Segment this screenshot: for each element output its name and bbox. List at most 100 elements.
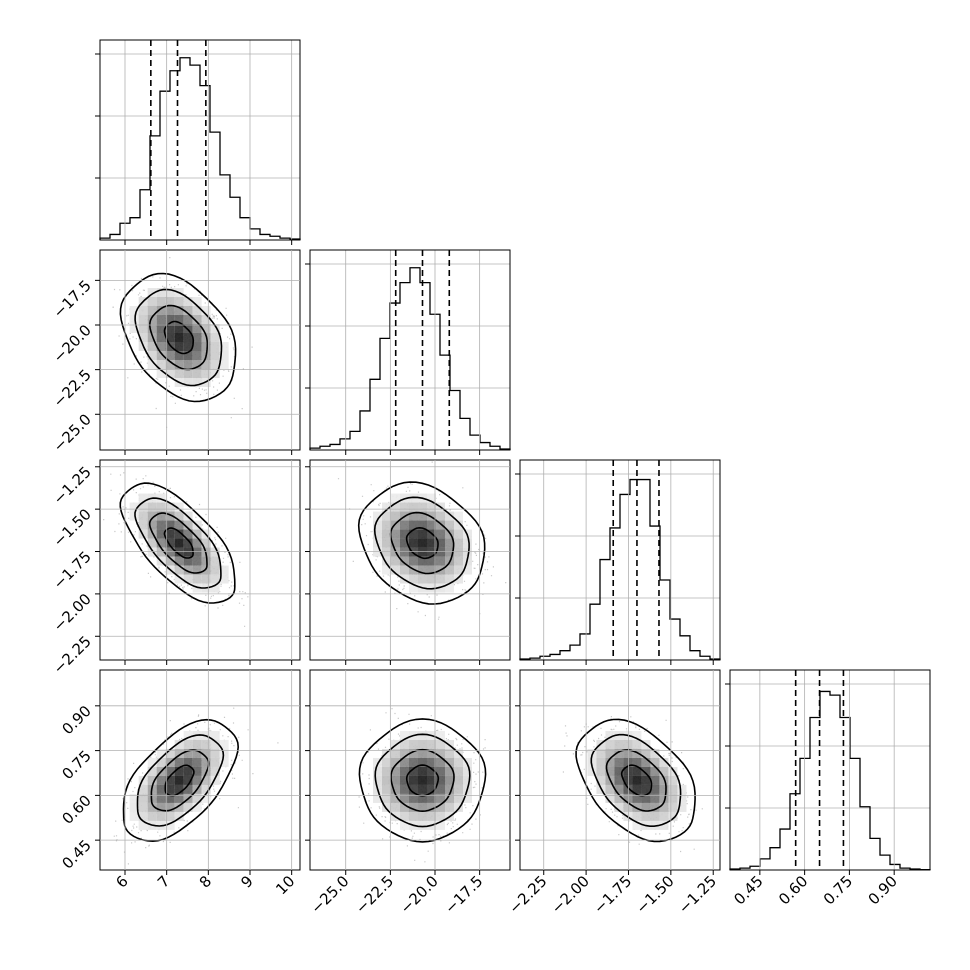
density-cell <box>436 520 445 530</box>
contour-1-0-3 <box>119 272 237 403</box>
density-cell <box>418 574 427 584</box>
density-cell <box>463 565 472 575</box>
density-cell <box>165 511 175 521</box>
density-cell <box>427 574 436 584</box>
x-tick-label-3-0: 0.45 <box>730 872 766 908</box>
density-cell <box>650 757 660 767</box>
density-cell <box>192 556 202 566</box>
x-tick-label-1-3: −17.5 <box>441 872 486 917</box>
density-cell <box>400 730 409 740</box>
density-cell <box>174 324 184 333</box>
density-panel-3-1 <box>309 669 511 871</box>
density-cell <box>605 793 615 803</box>
density-cell <box>641 757 651 767</box>
density-cell <box>147 351 157 360</box>
density-cell <box>201 565 211 575</box>
density-cell <box>418 820 427 830</box>
density-cell <box>418 739 427 749</box>
density-frame-1-0 <box>99 249 301 451</box>
density-cell <box>668 766 678 776</box>
density-cell <box>391 556 400 566</box>
density-cell <box>165 538 175 548</box>
density-cell <box>165 315 175 324</box>
density-cell <box>445 511 454 521</box>
density-cell <box>174 739 184 749</box>
density-frame-3-0 <box>99 669 301 871</box>
density-cell <box>165 784 175 794</box>
density-cell <box>445 757 454 767</box>
density-cell <box>454 775 463 785</box>
density-cell <box>201 324 211 333</box>
x-tick-label-1-1: −22.5 <box>352 872 397 917</box>
density-cell <box>632 793 642 803</box>
density-cell <box>400 775 409 785</box>
density-cell <box>641 748 651 758</box>
density-cell <box>192 306 202 315</box>
density-cell <box>632 775 642 785</box>
density-cell <box>400 811 409 821</box>
density-cell <box>650 793 660 803</box>
density-cell <box>409 748 418 758</box>
density-cell <box>436 574 445 584</box>
density-cell <box>183 529 193 539</box>
density-cell <box>201 360 211 369</box>
density-cell <box>427 811 436 821</box>
density-cell <box>138 784 148 794</box>
density-cell <box>156 757 166 767</box>
density-cell <box>614 757 624 767</box>
density-cell <box>201 315 211 324</box>
density-cell <box>400 766 409 776</box>
contour-3-2-1 <box>605 749 667 812</box>
contour-1-0-1 <box>148 304 209 371</box>
density-cell <box>436 820 445 830</box>
density-cell <box>156 306 166 315</box>
density-cell <box>409 793 418 803</box>
density-cell <box>400 520 409 530</box>
density-cell <box>129 811 139 821</box>
density-cell <box>632 802 642 812</box>
density-cell <box>147 360 157 369</box>
density-cell <box>156 360 166 369</box>
density-cell <box>659 820 669 830</box>
density-cell <box>632 739 642 749</box>
density-cell <box>192 324 202 333</box>
density-cell <box>192 793 202 803</box>
density-cell <box>165 520 175 530</box>
density-cell <box>641 811 651 821</box>
x-tick-label-2-2: −1.75 <box>590 872 635 917</box>
density-cell <box>156 802 166 812</box>
x-tick-label-3-3: 0.90 <box>865 872 901 908</box>
density-frame-2-0 <box>99 459 301 661</box>
density-cell <box>445 748 454 758</box>
density-cell <box>409 538 418 548</box>
density-cell <box>463 547 472 557</box>
density-cell <box>605 784 615 794</box>
density-cell <box>174 748 184 758</box>
density-cell <box>174 315 184 324</box>
density-cell <box>219 565 229 575</box>
density-cell <box>454 538 463 548</box>
density-cell <box>183 333 193 342</box>
histogram-panel-0 <box>95 40 301 240</box>
density-panel-2-0 <box>99 459 301 661</box>
histogram-frame-1 <box>309 249 511 451</box>
density-cell <box>192 574 202 584</box>
density-cell <box>436 538 445 548</box>
density-cell <box>156 502 166 512</box>
y-tick-label-3-3: 0.90 <box>58 702 94 738</box>
density-cell <box>174 333 184 342</box>
contour-1-0-0 <box>163 320 195 355</box>
density-cell <box>373 529 382 539</box>
histogram-frame-0 <box>99 39 301 241</box>
density-cell <box>165 324 175 333</box>
contour-3-1-2 <box>374 733 471 828</box>
density-cell <box>192 342 202 351</box>
density-cell <box>445 547 454 557</box>
density-cell <box>183 369 193 378</box>
contour-3-0-3 <box>122 718 240 843</box>
density-cell <box>147 802 157 812</box>
density-cell <box>400 547 409 557</box>
density-cell <box>418 784 427 794</box>
density-frame-3-1 <box>309 669 511 871</box>
x-tick-label-2-4: −1.25 <box>675 872 720 917</box>
